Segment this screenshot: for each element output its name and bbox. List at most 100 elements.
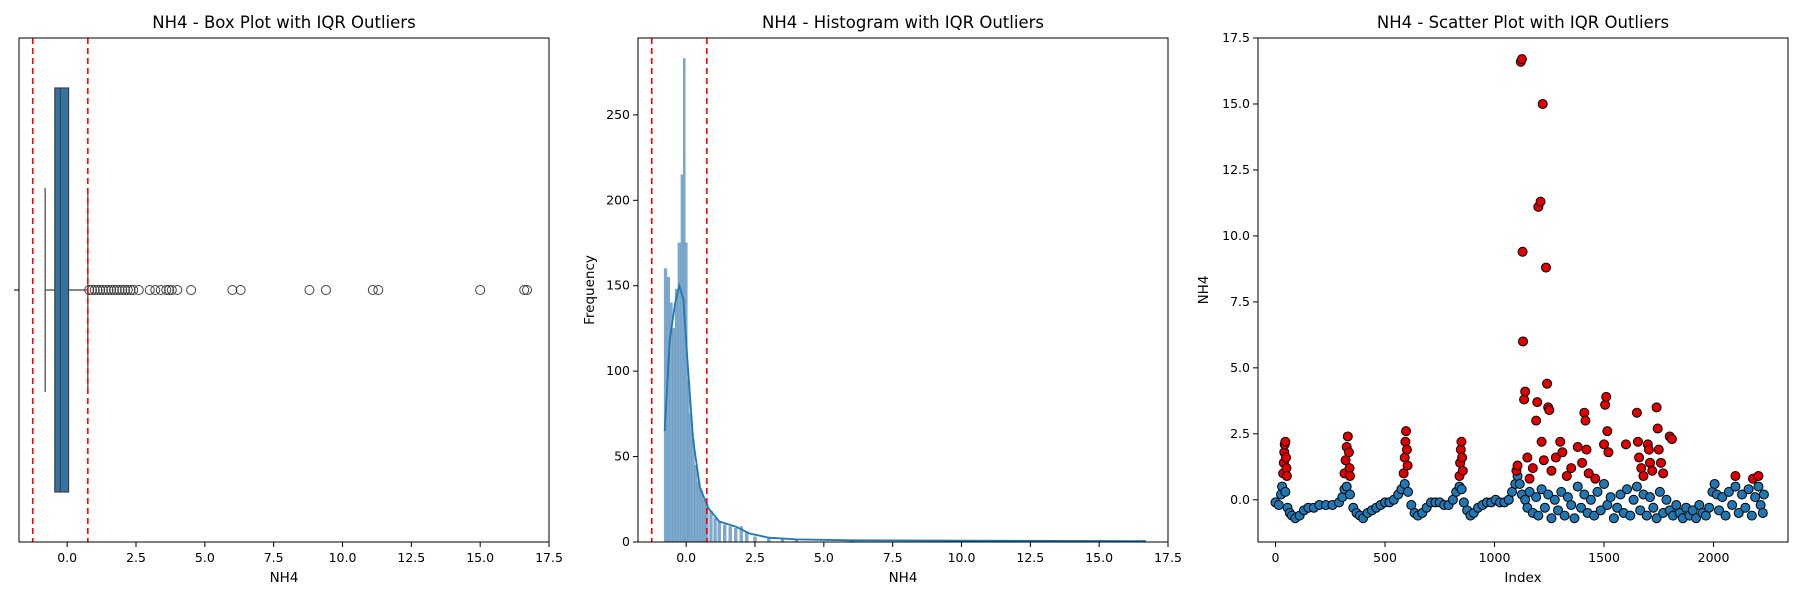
- scatter-normal-point: [1625, 510, 1636, 521]
- scatter-normal-point: [1595, 505, 1606, 516]
- scatter-outlier-point: [1658, 468, 1669, 479]
- scatter-normal-point: [1612, 502, 1623, 513]
- scatter-normal-point: [1758, 489, 1769, 500]
- box-plot-x-tick-label: 12.5: [397, 550, 425, 565]
- scatter-x-tick-label: 2000: [1698, 550, 1730, 565]
- histogram-bar: [702, 499, 706, 543]
- histogram-bar: [699, 490, 703, 543]
- scatter-outlier-point: [1561, 471, 1572, 482]
- scatter-outlier-point: [1343, 447, 1354, 458]
- box-outlier-point: [164, 285, 175, 295]
- scatter-normal-point: [1645, 492, 1656, 503]
- box-plot-xlabel: NH4: [270, 570, 299, 586]
- scatter-outlier-point: [1532, 397, 1543, 408]
- box-outlier-point: [133, 285, 144, 295]
- box-outlier-point: [103, 285, 114, 295]
- box-outlier-point: [227, 285, 238, 295]
- scatter-normal-point: [1743, 484, 1754, 495]
- scatter-outlier-point: [1542, 378, 1553, 389]
- scatter-normal-point: [1704, 502, 1715, 513]
- box-outlier-point: [89, 285, 100, 295]
- histogram-ylabel: Frequency: [582, 255, 598, 325]
- scatter-outlier-point: [1518, 336, 1528, 347]
- box-outlier-point: [367, 285, 378, 295]
- histogram-bar: [713, 517, 717, 543]
- scatter-outlier-point: [1652, 423, 1663, 434]
- scatter-outlier-point: [1730, 471, 1741, 482]
- histogram-y-tick-label: 200: [606, 192, 630, 207]
- scatter-outlier-point: [1281, 471, 1292, 482]
- scatter-normal-point: [1635, 505, 1646, 516]
- scatter-normal-point: [1608, 513, 1619, 524]
- scatter-outlier-point: [1456, 436, 1467, 447]
- scatter-normal-point: [1753, 481, 1764, 492]
- scatter-outlier-point: [1401, 444, 1412, 455]
- box-plot-x-tick-label: 15.0: [466, 550, 494, 565]
- histogram-y-tick-label: 100: [606, 363, 630, 378]
- box-outlier-point: [150, 285, 161, 295]
- scatter-normal-point: [1750, 492, 1761, 503]
- box-plot-title: NH4 - Box Plot with IQR Outliers: [152, 13, 415, 32]
- scatter-normal-point: [1723, 486, 1734, 497]
- scatter-normal-point: [1622, 484, 1633, 495]
- histogram-bar: [767, 538, 771, 543]
- scatter-outlier-point: [1603, 447, 1614, 458]
- box-outlier-point: [100, 285, 111, 295]
- scatter-normal-point: [1539, 502, 1550, 513]
- scatter-outlier-point: [1401, 426, 1412, 437]
- scatter-outlier-point: [1540, 262, 1551, 273]
- scatter-outlier-point: [1522, 452, 1533, 463]
- scatter-outlier-point: [1583, 468, 1594, 479]
- scatter-normal-point: [1615, 489, 1626, 500]
- box-outlier-point: [97, 285, 108, 295]
- box-outlier-point: [320, 285, 331, 295]
- scatter-y-tick-label: 10.0: [1222, 228, 1250, 243]
- scatter-normal-point: [1559, 510, 1570, 521]
- scatter-area: [1270, 54, 1769, 524]
- scatter-y-tick-label: 15.0: [1222, 96, 1250, 111]
- scatter-outlier-point: [1520, 386, 1531, 397]
- box-outlier-point: [519, 285, 530, 295]
- histogram-bar: [691, 439, 695, 543]
- scatter-outlier-point: [1653, 444, 1664, 455]
- histogram-ticks: 0.0 2.5 5.0 7.5 10.0 12.5 15.0 17.5 0 50 100 150 200…: [606, 107, 1182, 565]
- box-outlier-point: [114, 285, 125, 295]
- scatter-xlabel: Index: [1504, 570, 1541, 586]
- scatter-outlier-point: [1638, 471, 1649, 482]
- scatter-outlier-point: [1344, 471, 1355, 482]
- histogram-x-tick-label: 7.5: [883, 550, 903, 565]
- scatter-outlier-point: [1527, 463, 1538, 474]
- scatter-normal-point: [1344, 489, 1355, 500]
- scatter-outlier-point: [1631, 407, 1642, 418]
- scatter-normal-point: [1273, 500, 1284, 511]
- scatter-outlier-point: [1620, 439, 1631, 450]
- scatter-normal-point: [1661, 494, 1672, 505]
- scatter-normal-point: [1654, 486, 1665, 497]
- scatter-normal-point: [1569, 513, 1580, 524]
- scatter-outlier-point: [1457, 465, 1468, 476]
- histogram-x-tick-label: 5.0: [814, 550, 834, 565]
- scatter-outlier-point: [1546, 465, 1557, 476]
- histogram-frame: [637, 37, 1169, 543]
- scatter-normal-point: [1549, 494, 1560, 505]
- scatter-normal-point: [1737, 489, 1748, 500]
- histogram-x-tick-label: 17.5: [1154, 550, 1182, 565]
- scatter-normal-point: [1648, 502, 1659, 513]
- histogram-x-tick-label: 2.5: [745, 550, 765, 565]
- scatter-outlier-point: [1280, 436, 1291, 447]
- histogram-bar: [696, 481, 701, 543]
- scatter-outlier-point: [1572, 442, 1583, 453]
- histogram-bar: [680, 174, 684, 543]
- scatter-outlier-point: [1590, 473, 1601, 484]
- histogram-x-tick-label: 0.0: [676, 550, 696, 565]
- scatter-outlier-point: [1281, 452, 1292, 463]
- scatter-outlier-point: [1555, 436, 1566, 447]
- scatter-title: NH4 - Scatter Plot with IQR Outliers: [1377, 13, 1669, 32]
- box-outlier-point: [95, 285, 106, 295]
- box-outlier-point: [521, 285, 532, 295]
- scatter-x-tick-label: 1500: [1588, 550, 1620, 565]
- histogram-bar: [688, 413, 692, 543]
- scatter-normal-point: [1740, 502, 1751, 513]
- scatter-outlier-point: [1400, 436, 1411, 447]
